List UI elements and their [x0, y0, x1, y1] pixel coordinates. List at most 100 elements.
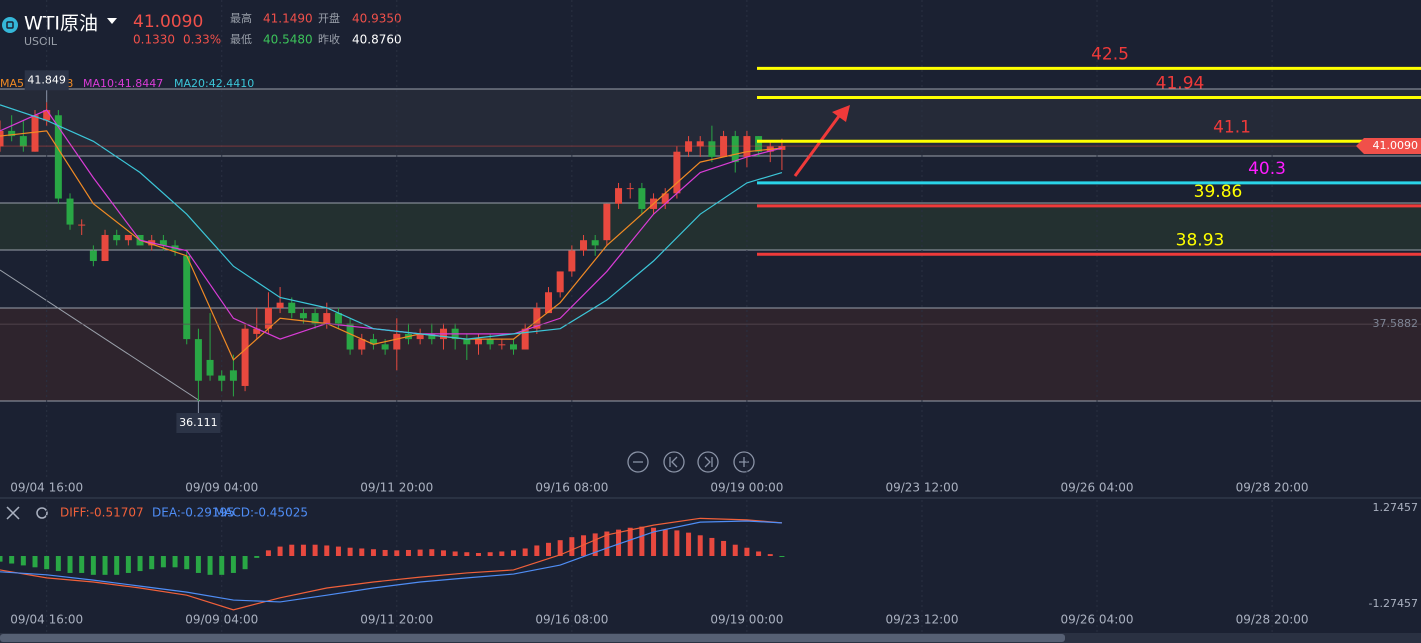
x-tick-label: 09/04 16:00	[10, 481, 83, 495]
candle-body	[299, 313, 307, 319]
stat-value: 41.1490	[263, 12, 313, 26]
macd-bar	[32, 556, 38, 568]
x-tick-label: 09/19 00:00	[710, 481, 783, 495]
candle-body	[369, 339, 377, 345]
candle-body	[241, 328, 249, 386]
level-label: 41.1	[1213, 117, 1251, 137]
x-tick-label: 09/16 08:00	[535, 613, 608, 627]
macd-bar	[452, 551, 458, 557]
macd-bar	[744, 547, 750, 557]
macd-bar	[756, 551, 762, 557]
x-tick-label: 09/28 20:00	[1236, 613, 1309, 627]
macd-bar	[277, 546, 283, 557]
stat-label: 最高	[230, 11, 252, 25]
candle-body	[603, 203, 611, 241]
candle-body	[521, 328, 529, 350]
macd-bar	[359, 548, 365, 557]
trend-line	[0, 269, 201, 402]
macd-bar	[627, 527, 633, 557]
candle-body	[276, 302, 284, 308]
scroll-left[interactable]	[663, 451, 685, 473]
candle-body	[615, 188, 623, 204]
macd-bar	[265, 550, 271, 557]
candle-body	[755, 136, 763, 152]
candle-body	[743, 136, 751, 157]
scroll-thumb[interactable]	[0, 634, 1065, 642]
candle-body	[510, 344, 518, 350]
legend-entry: MACD:-0.45025	[214, 506, 308, 520]
macd-bar	[312, 544, 318, 557]
macd-bar	[651, 527, 657, 557]
nav-buttons	[627, 451, 755, 473]
candle-body	[463, 339, 471, 345]
macd-bar	[721, 540, 727, 557]
macd-bar	[79, 556, 85, 573]
level-label: 41.94	[1156, 74, 1205, 94]
candle-body	[66, 198, 74, 225]
candle-body	[206, 359, 214, 376]
candle-body	[346, 323, 354, 350]
change: 0.1330	[133, 33, 175, 47]
zoom-out[interactable]	[627, 451, 649, 473]
macd-bar	[137, 556, 143, 572]
symbol[interactable]: WTI原油	[24, 13, 98, 35]
candle-body	[358, 339, 366, 350]
macd-bar	[511, 550, 517, 557]
macd-bar	[254, 556, 260, 558]
candle-body	[568, 250, 576, 272]
candle-body	[638, 188, 646, 209]
macd-bar	[55, 556, 61, 572]
x-tick-label: 09/23 12:00	[885, 481, 958, 495]
candle-body	[183, 255, 191, 340]
icon	[704, 456, 713, 468]
macd-bar	[394, 550, 400, 557]
x-tick-label: 09/11 20:00	[360, 481, 433, 495]
arrow-head	[832, 105, 850, 122]
x-tick-label: 09/11 20:00	[360, 613, 433, 627]
level-label: 42.5	[1091, 44, 1129, 64]
macd-bar	[44, 556, 50, 570]
macd-bar	[709, 537, 715, 557]
legend-entry: MA20:42.4410	[174, 77, 254, 90]
candle-body	[89, 250, 97, 262]
x-tick-label: 09/23 12:00	[885, 613, 958, 627]
marker-box	[24, 70, 69, 91]
macd-bar	[592, 533, 598, 557]
x-tick-label: 09/09 04:00	[185, 613, 258, 627]
candle-body	[416, 333, 424, 340]
macd-bar	[440, 550, 446, 557]
change-pct: 0.33%	[183, 33, 221, 47]
macd-bar	[125, 556, 131, 573]
dropdown[interactable]	[107, 18, 117, 24]
candle-body	[381, 344, 389, 350]
candle-body	[218, 375, 226, 381]
marker-label: 41.849	[27, 73, 66, 86]
macd-bar	[382, 549, 388, 557]
candle-body	[78, 224, 86, 226]
candle-body	[720, 136, 728, 157]
macd-bar	[335, 546, 341, 557]
level-label: 39.86	[1194, 182, 1243, 202]
macd-bar	[160, 556, 166, 568]
macd-bar	[67, 556, 73, 573]
macd-bar	[662, 529, 668, 557]
macd-bar	[20, 556, 26, 566]
candle-body	[556, 271, 564, 293]
macd-bar	[347, 547, 353, 557]
close-indicator[interactable]	[6, 506, 20, 520]
candle-body	[101, 234, 109, 262]
macd-bar	[534, 545, 540, 557]
zoom-in[interactable]	[733, 451, 755, 473]
macd-bar	[767, 554, 773, 557]
macd-bar	[732, 544, 738, 557]
macd-bar	[417, 549, 423, 557]
candle-body	[673, 151, 681, 194]
macd-bar	[102, 556, 108, 575]
stat-label: 开盘	[318, 11, 340, 25]
candle-body	[498, 344, 506, 346]
scroll-right[interactable]	[697, 451, 719, 473]
settings[interactable]	[36, 507, 48, 519]
candle-body	[311, 313, 319, 324]
macd-bar	[172, 556, 178, 568]
